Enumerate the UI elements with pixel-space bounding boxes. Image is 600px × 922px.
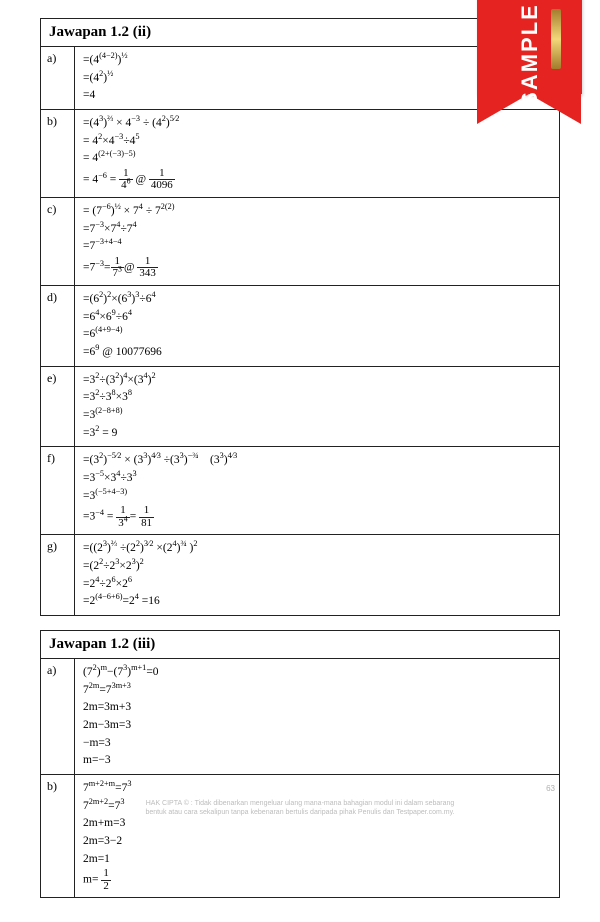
row-label: g) bbox=[41, 535, 75, 616]
math-line: =32÷(32)4×(34)2 bbox=[83, 372, 551, 389]
math-line: = 42×4−3÷45 bbox=[83, 133, 551, 150]
math-line: =3(2−8+8) bbox=[83, 407, 551, 424]
math-line: = 4(2+(−3)−5) bbox=[83, 150, 551, 167]
footer-line-1: HAK CIPTA © : Tidak dibenarkan mengeluar… bbox=[146, 800, 455, 807]
row-label: b) bbox=[41, 110, 75, 198]
table-row: c)= (7−6)½ × 74 ÷ 72(2)=7−3×74÷74=7−3+4−… bbox=[41, 197, 560, 285]
math-line: =((23)⅔ ÷(22)3⁄2 ×(24)¾ )2 bbox=[83, 540, 551, 557]
math-line: =3−4 = 134= 181 bbox=[83, 505, 551, 529]
math-line: 2m=3m+3 bbox=[83, 699, 551, 716]
table-title: Jawapan 1.2 (iii) bbox=[41, 630, 560, 658]
math-line: −m=3 bbox=[83, 735, 551, 752]
math-line: =(32)−5⁄2 × (33)4⁄3 ÷(33)−¾ (33)4⁄3 bbox=[83, 452, 551, 469]
row-content: =((23)⅔ ÷(22)3⁄2 ×(24)¾ )2=(22÷23×23)2=2… bbox=[75, 535, 560, 616]
answer-table-1-2-iii: Jawapan 1.2 (iii) a)(72)m−(73)m+1=072m=7… bbox=[40, 630, 560, 898]
ribbon-label: SAMPLE bbox=[517, 3, 543, 107]
footer-line-2: bentuk atau cara sekalipun tanpa kebenar… bbox=[145, 809, 454, 816]
math-line: =3−5×34÷33 bbox=[83, 470, 551, 487]
math-line: =69 @ 10077696 bbox=[83, 344, 551, 361]
row-label: c) bbox=[41, 197, 75, 285]
row-content: =32÷(32)4×(34)2=32÷38×38=3(2−8+8)=32 = 9 bbox=[75, 366, 560, 447]
math-line: =6(4+9−4) bbox=[83, 326, 551, 343]
table-row: e)=32÷(32)4×(34)2=32÷38×38=3(2−8+8)=32 =… bbox=[41, 366, 560, 447]
math-line: =(22÷23×23)2 bbox=[83, 558, 551, 575]
row-label: a) bbox=[41, 47, 75, 110]
math-line: =32 = 9 bbox=[83, 425, 551, 442]
math-line: =32÷38×38 bbox=[83, 389, 551, 406]
ribbon-gold-bar bbox=[551, 9, 561, 69]
math-line: =(62)2×(63)3÷64 bbox=[83, 291, 551, 308]
table-row: a)(72)m−(73)m+1=072m=73m+32m=3m+32m−3m=3… bbox=[41, 658, 560, 774]
row-content: =(32)−5⁄2 × (33)4⁄3 ÷(33)−¾ (33)4⁄3=3−5×… bbox=[75, 447, 560, 535]
math-line: =24÷26×26 bbox=[83, 576, 551, 593]
math-line: =7−3×74÷74 bbox=[83, 221, 551, 238]
page-content: Jawapan 1.2 (ii) a)=(4(4−2))½=(42)½=4b)=… bbox=[0, 0, 600, 922]
math-line: (72)m−(73)m+1=0 bbox=[83, 664, 551, 681]
row-label: b) bbox=[41, 774, 75, 897]
table-row: d)=(62)2×(63)3÷64=64×69÷64=6(4+9−4)=69 @… bbox=[41, 285, 560, 366]
row-content: =(62)2×(63)3÷64=64×69÷64=6(4+9−4)=69 @ 1… bbox=[75, 285, 560, 366]
math-line: = (7−6)½ × 74 ÷ 72(2) bbox=[83, 203, 551, 220]
math-line: 2m=1 bbox=[83, 851, 551, 868]
math-line: 2m=3−2 bbox=[83, 833, 551, 850]
table-row: f)=(32)−5⁄2 × (33)4⁄3 ÷(33)−¾ (33)4⁄3=3−… bbox=[41, 447, 560, 535]
math-line: =7−3+4−4 bbox=[83, 238, 551, 255]
math-line: =3(−5+4−3) bbox=[83, 488, 551, 505]
math-line: 2m−3m=3 bbox=[83, 717, 551, 734]
row-label: d) bbox=[41, 285, 75, 366]
row-content: = (7−6)½ × 74 ÷ 72(2)=7−3×74÷74=7−3+4−4=… bbox=[75, 197, 560, 285]
footer: HAK CIPTA © : Tidak dibenarkan mengeluar… bbox=[0, 799, 600, 817]
row-label: a) bbox=[41, 658, 75, 774]
math-line: m=−3 bbox=[83, 752, 551, 769]
math-line: =2(4−6+6)=24 =16 bbox=[83, 593, 551, 610]
table-row: g)=((23)⅔ ÷(22)3⁄2 ×(24)¾ )2=(22÷23×23)2… bbox=[41, 535, 560, 616]
row-content: 7m+2+m=7372m+2=732m+m=32m=3−22m=1m= 12 bbox=[75, 774, 560, 897]
math-line: =7−3=173@ 1343 bbox=[83, 256, 551, 280]
math-line: 2m+m=3 bbox=[83, 815, 551, 832]
table-row: b)7m+2+m=7372m+2=732m+m=32m=3−22m=1m= 12 bbox=[41, 774, 560, 897]
row-label: f) bbox=[41, 447, 75, 535]
page-number: 63 bbox=[546, 784, 555, 793]
row-label: e) bbox=[41, 366, 75, 447]
math-line: =64×69÷64 bbox=[83, 309, 551, 326]
math-line: = 4−6 = 146 @ 14096 bbox=[83, 168, 551, 192]
table-body-1: a)(72)m−(73)m+1=072m=73m+32m=3m+32m−3m=3… bbox=[41, 658, 560, 897]
math-line: m= 12 bbox=[83, 868, 551, 892]
math-line: 7m+2+m=73 bbox=[83, 780, 551, 797]
table-body-0: a)=(4(4−2))½=(42)½=4b)=(43)⅔ × 4−3 ÷ (42… bbox=[41, 47, 560, 616]
math-line: 72m=73m+3 bbox=[83, 682, 551, 699]
row-content: (72)m−(73)m+1=072m=73m+32m=3m+32m−3m=3−m… bbox=[75, 658, 560, 774]
sample-ribbon: SAMPLE bbox=[477, 0, 582, 124]
